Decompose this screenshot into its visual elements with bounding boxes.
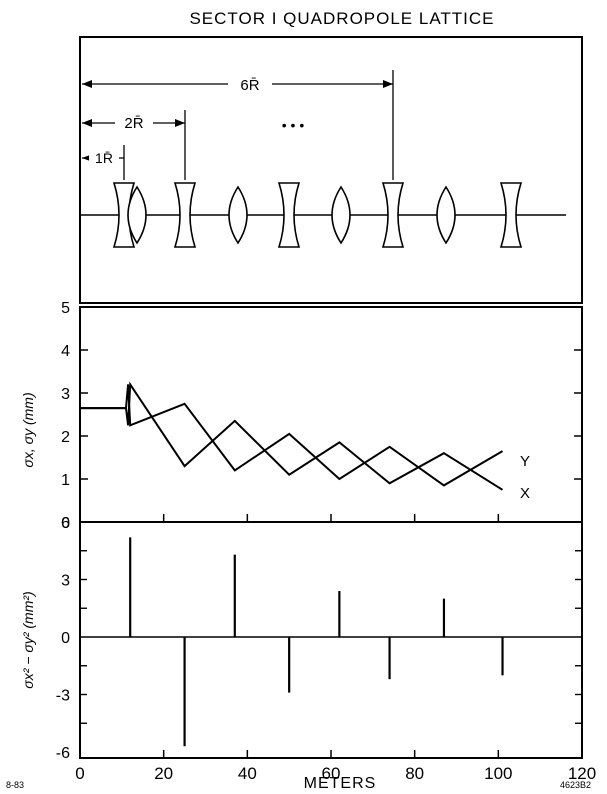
defocusing-quad [381, 182, 405, 248]
x-axis-label: METERS [304, 775, 377, 792]
figure-title: SECTOR I QUADROPOLE LATTICE [189, 9, 494, 28]
defocusing-quad [173, 182, 197, 248]
beam-size-ticks: 0 1 2 3 4 5 [61, 300, 582, 532]
focusing-quad [127, 185, 147, 245]
y-tick-label: 5 [61, 300, 70, 317]
y-tick-label: -3 [56, 688, 70, 705]
beam-size-series [80, 381, 504, 491]
x-tick-label: 120 [568, 764, 596, 783]
y-tick-label: 3 [61, 386, 70, 403]
defocusing-quad [112, 182, 136, 248]
series-line-y [80, 381, 504, 491]
focusing-quad [436, 185, 456, 245]
y-tick-label: 6 [61, 515, 70, 532]
difference-panel-frame [79, 521, 583, 759]
x-tick-label: 0 [75, 764, 84, 783]
dim-label-6r: 6R̄ [240, 77, 259, 94]
difference-y-axis-label: σx² − σy² (mm²) [20, 591, 36, 688]
difference-bars [129, 537, 504, 747]
series-label-x: X [520, 485, 530, 502]
quadrupole-lenses [112, 182, 523, 248]
footer-right-code: 4623B2 [560, 780, 591, 790]
lattice-panel-frame [79, 36, 583, 304]
x-tick-label: 40 [238, 764, 257, 783]
focusing-quad [228, 185, 248, 245]
y-tick-label: 4 [61, 343, 70, 360]
footer-left-code: 8-83 [6, 780, 24, 790]
y-tick-label: 3 [61, 573, 70, 590]
x-tick-label: 60 [322, 764, 341, 783]
focusing-quad [331, 185, 351, 245]
y-tick-label: -6 [56, 745, 70, 762]
defocusing-quad [277, 182, 301, 248]
dimension-markers: 6R̄ 2R̄ 1R̄ • • • [82, 70, 394, 180]
series-label-y: Y [520, 453, 530, 470]
beam-size-y-axis-label: σx, σy (mm) [20, 392, 36, 467]
series-line-x [80, 384, 504, 487]
defocusing-quad [499, 182, 523, 248]
y-tick-label: 0 [61, 630, 70, 647]
y-tick-label: 1 [61, 472, 70, 489]
x-tick-label: 20 [154, 764, 173, 783]
dim-label-1r: 1R̄ [95, 150, 113, 166]
x-tick-label: 100 [484, 764, 512, 783]
dim-label-2r: 2R̄ [124, 115, 143, 132]
y-tick-label: 0 [61, 515, 70, 532]
y-tick-label: 2 [61, 429, 70, 446]
x-tick-label: 80 [405, 764, 424, 783]
ellipsis: • • • [282, 117, 305, 133]
